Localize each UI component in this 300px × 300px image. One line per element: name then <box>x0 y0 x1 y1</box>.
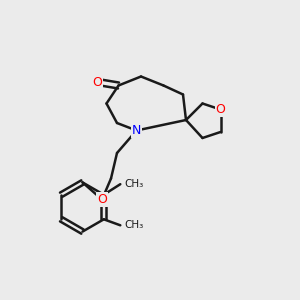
Text: O: O <box>93 76 102 89</box>
Text: CH₃: CH₃ <box>125 220 144 230</box>
Text: O: O <box>97 193 107 206</box>
Text: N: N <box>132 124 141 137</box>
Text: O: O <box>216 103 225 116</box>
Text: CH₃: CH₃ <box>125 179 144 189</box>
